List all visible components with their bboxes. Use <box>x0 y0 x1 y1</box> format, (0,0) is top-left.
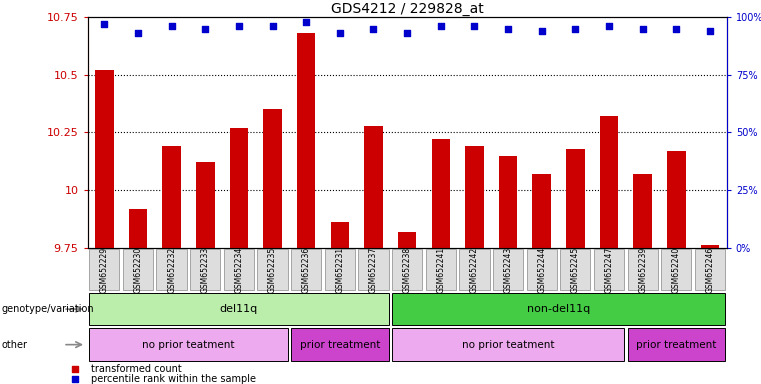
Point <box>468 23 480 30</box>
Text: GSM652231: GSM652231 <box>336 247 344 293</box>
Text: prior treatment: prior treatment <box>300 339 380 350</box>
Point <box>334 30 346 36</box>
Bar <box>498 156 517 248</box>
FancyBboxPatch shape <box>628 328 725 361</box>
FancyBboxPatch shape <box>257 250 288 290</box>
Point <box>233 23 245 30</box>
Text: GSM652235: GSM652235 <box>268 247 277 293</box>
FancyBboxPatch shape <box>291 250 321 290</box>
Text: no prior teatment: no prior teatment <box>462 339 554 350</box>
Text: GSM652244: GSM652244 <box>537 247 546 293</box>
Point <box>670 26 683 32</box>
FancyBboxPatch shape <box>493 250 524 290</box>
Bar <box>667 151 686 248</box>
Text: GSM652230: GSM652230 <box>133 247 142 293</box>
Point <box>502 26 514 32</box>
Text: GSM652237: GSM652237 <box>369 247 378 293</box>
Text: GSM652246: GSM652246 <box>705 247 715 293</box>
Bar <box>566 149 584 248</box>
Text: GSM652242: GSM652242 <box>470 247 479 293</box>
FancyBboxPatch shape <box>661 250 692 290</box>
FancyBboxPatch shape <box>224 250 254 290</box>
FancyBboxPatch shape <box>392 293 725 325</box>
Text: GSM652229: GSM652229 <box>100 247 109 293</box>
Point <box>603 23 615 30</box>
Text: del11q: del11q <box>220 304 258 314</box>
Text: GSM652239: GSM652239 <box>638 247 647 293</box>
Bar <box>129 209 147 248</box>
Text: transformed count: transformed count <box>91 364 182 374</box>
FancyBboxPatch shape <box>89 293 389 325</box>
Point <box>401 30 413 36</box>
FancyBboxPatch shape <box>695 250 725 290</box>
FancyBboxPatch shape <box>425 250 456 290</box>
FancyBboxPatch shape <box>89 250 119 290</box>
Point <box>569 26 581 32</box>
FancyBboxPatch shape <box>527 250 557 290</box>
Bar <box>633 174 652 248</box>
FancyBboxPatch shape <box>594 250 624 290</box>
FancyBboxPatch shape <box>560 250 591 290</box>
Point <box>98 21 110 27</box>
Text: GSM652236: GSM652236 <box>301 247 310 293</box>
Bar <box>398 232 416 248</box>
FancyBboxPatch shape <box>157 250 186 290</box>
Text: GSM652243: GSM652243 <box>504 247 513 293</box>
Point <box>68 376 81 382</box>
Text: other: other <box>2 339 27 350</box>
Text: prior treatment: prior treatment <box>636 339 716 350</box>
Text: non-del11q: non-del11q <box>527 304 591 314</box>
Text: GSM652241: GSM652241 <box>436 247 445 293</box>
FancyBboxPatch shape <box>190 250 221 290</box>
Point <box>266 23 279 30</box>
FancyBboxPatch shape <box>123 250 153 290</box>
Point <box>704 28 716 34</box>
FancyBboxPatch shape <box>291 328 389 361</box>
Bar <box>196 162 215 248</box>
Text: GSM652247: GSM652247 <box>604 247 613 293</box>
Text: GSM652245: GSM652245 <box>571 247 580 293</box>
Bar <box>431 139 450 248</box>
Bar <box>162 146 181 248</box>
Point <box>300 19 312 25</box>
FancyBboxPatch shape <box>392 250 422 290</box>
Point <box>636 26 648 32</box>
Text: genotype/variation: genotype/variation <box>2 304 94 314</box>
Bar <box>230 128 248 248</box>
Point <box>166 23 178 30</box>
FancyBboxPatch shape <box>325 250 355 290</box>
Point <box>68 366 81 372</box>
Text: GSM652232: GSM652232 <box>167 247 176 293</box>
Text: GSM652234: GSM652234 <box>234 247 244 293</box>
Point <box>536 28 548 34</box>
Bar <box>263 109 282 248</box>
Point <box>132 30 144 36</box>
Text: GSM652240: GSM652240 <box>672 247 681 293</box>
Point <box>368 26 380 32</box>
FancyBboxPatch shape <box>392 328 624 361</box>
Bar <box>465 146 484 248</box>
FancyBboxPatch shape <box>460 250 489 290</box>
Text: GSM652238: GSM652238 <box>403 247 412 293</box>
Point <box>435 23 447 30</box>
FancyBboxPatch shape <box>89 328 288 361</box>
FancyBboxPatch shape <box>358 250 389 290</box>
Point <box>199 26 212 32</box>
Bar <box>701 245 719 248</box>
Bar <box>533 174 551 248</box>
Bar <box>330 222 349 248</box>
Bar <box>365 126 383 248</box>
Bar <box>297 33 316 248</box>
Text: no prior teatment: no prior teatment <box>142 339 234 350</box>
Text: percentile rank within the sample: percentile rank within the sample <box>91 374 256 384</box>
Title: GDS4212 / 229828_at: GDS4212 / 229828_at <box>331 2 483 16</box>
Text: GSM652233: GSM652233 <box>201 247 210 293</box>
Bar <box>95 70 113 248</box>
Bar <box>600 116 618 248</box>
FancyBboxPatch shape <box>628 250 658 290</box>
